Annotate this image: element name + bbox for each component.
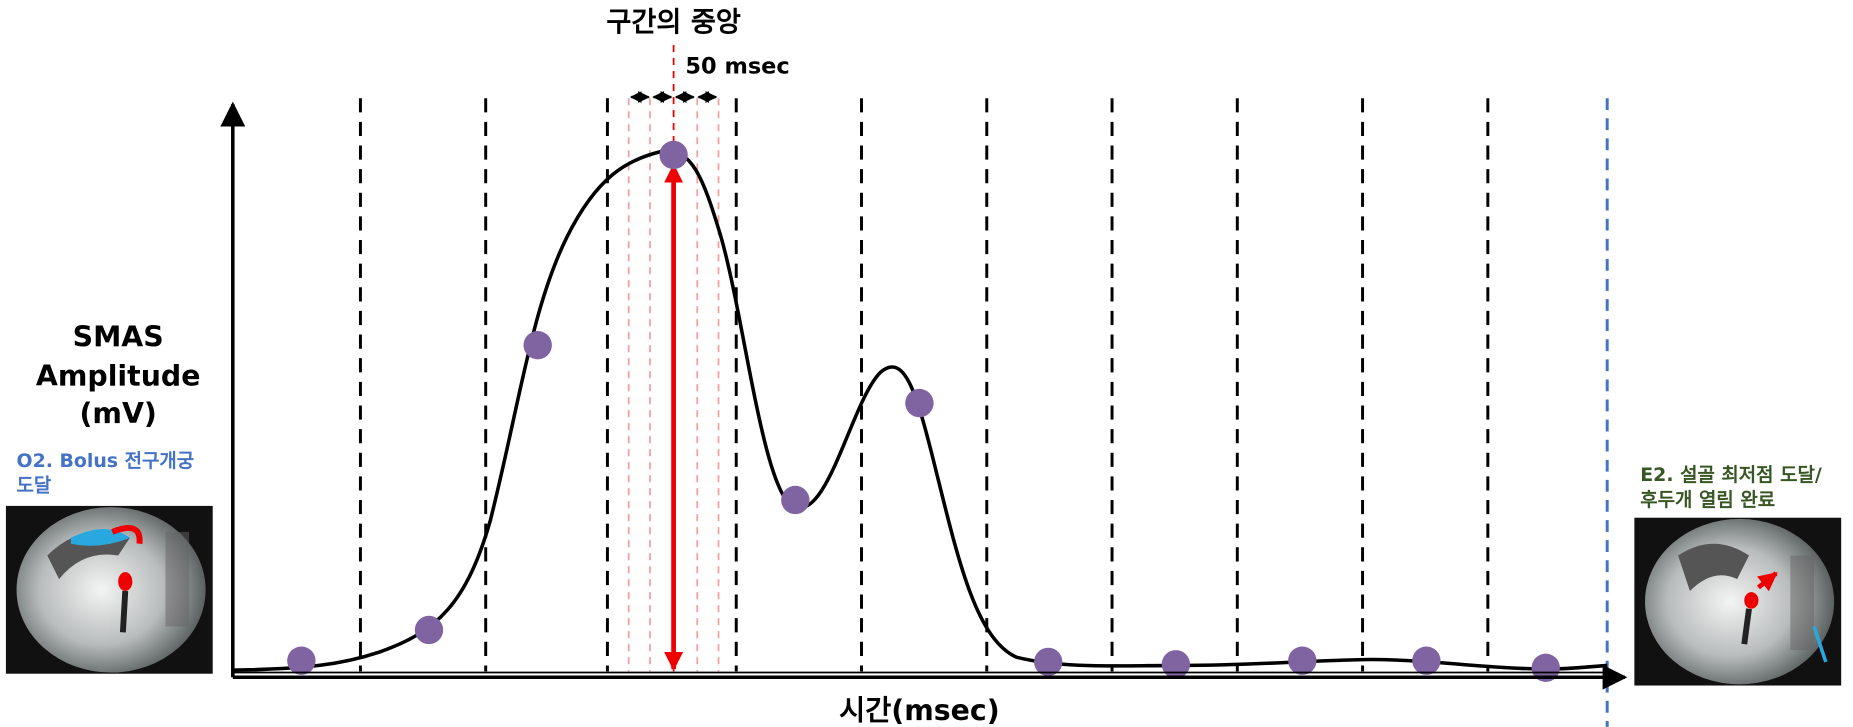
image-arrow [1756, 571, 1778, 592]
signal-curve [232, 149, 1608, 672]
fluoroscopy-image [5, 505, 213, 674]
sample-point [781, 485, 810, 515]
y-axis-label: Amplitude [36, 359, 201, 392]
fluoroscopy-image [1634, 517, 1842, 686]
sample-point [414, 615, 444, 645]
sample-point [1288, 646, 1317, 675]
x-axis-label: 시간(msec) [839, 694, 1000, 727]
sample-point [1034, 647, 1063, 677]
image-tube [119, 590, 129, 633]
y-axis-label: (mV) [79, 397, 156, 430]
sample-point [1161, 650, 1191, 679]
image-spine [165, 531, 190, 627]
title: 구간의 중앙 [606, 7, 740, 38]
sample-point [659, 140, 688, 170]
image-marker [1812, 625, 1828, 663]
sample-point [1531, 653, 1560, 682]
image-tube [1741, 608, 1752, 645]
image-spine [1790, 555, 1815, 651]
image-marker [1744, 592, 1759, 609]
interval-label: 50 msec [685, 53, 789, 79]
sample-point [1412, 646, 1441, 675]
layout [232, 45, 1609, 727]
sample-point [523, 331, 552, 360]
event-label: E2. 설골 최저점 도달/ [1640, 464, 1822, 486]
event-label: 도달 [17, 475, 52, 497]
sample-point [905, 388, 934, 418]
image-marker [111, 525, 143, 545]
event-label: 후두개 열림 완료 [1640, 489, 1775, 511]
sample-point [287, 646, 316, 675]
image-anatomy [1678, 543, 1750, 591]
y-axis-label: SMAS [73, 320, 164, 353]
event-label: O2. Bolus 전구개궁 [17, 450, 195, 472]
image-marker [118, 572, 133, 591]
